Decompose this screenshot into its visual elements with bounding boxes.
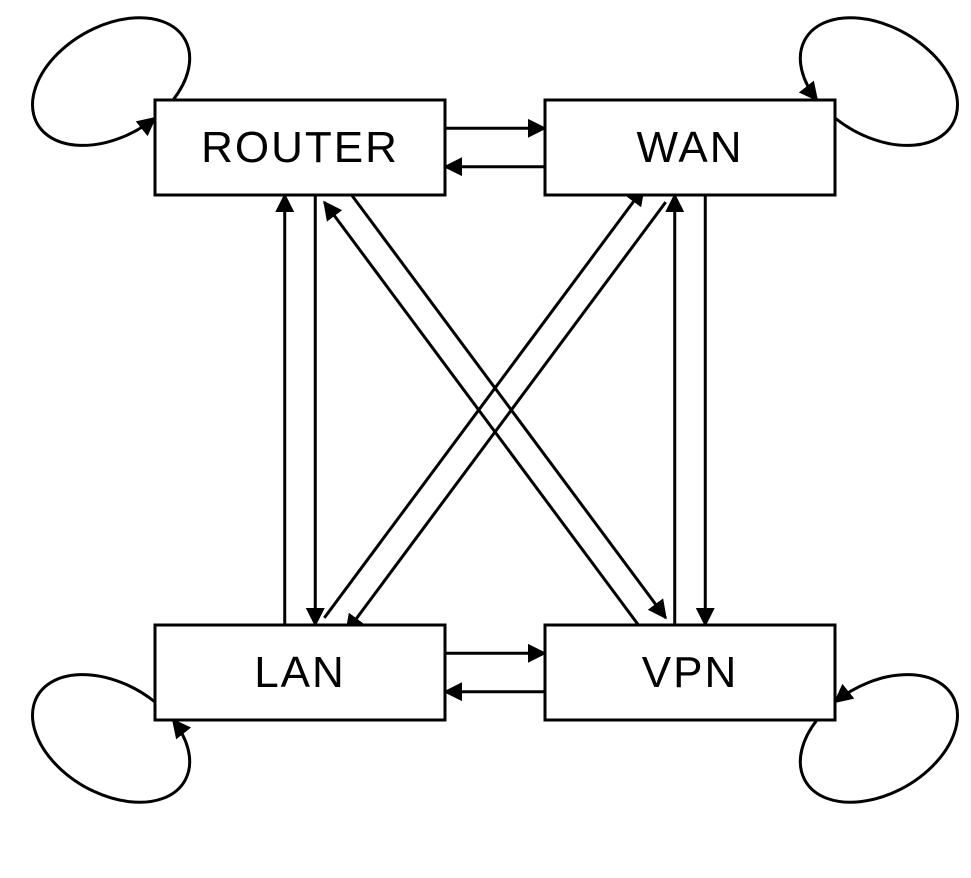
node-vpn-label: VPN — [642, 648, 738, 697]
node-router-label: ROUTER — [201, 123, 399, 172]
edge-wan-to-lan — [346, 202, 665, 632]
node-lan-label: LAN — [254, 648, 346, 697]
node-wan-label: WAN — [636, 123, 743, 172]
edge-lan-to-wan — [324, 188, 643, 618]
node-lan: LAN — [155, 625, 445, 720]
edge-router-to-vpn — [346, 188, 665, 618]
node-vpn: VPN — [545, 625, 835, 720]
edge-vpn-to-router — [324, 202, 643, 632]
node-router: ROUTER — [155, 100, 445, 195]
nodes-layer: ROUTER WAN LAN VPN — [155, 100, 835, 720]
network-diagram: ROUTER WAN LAN VPN — [0, 0, 971, 878]
node-wan: WAN — [545, 100, 835, 195]
